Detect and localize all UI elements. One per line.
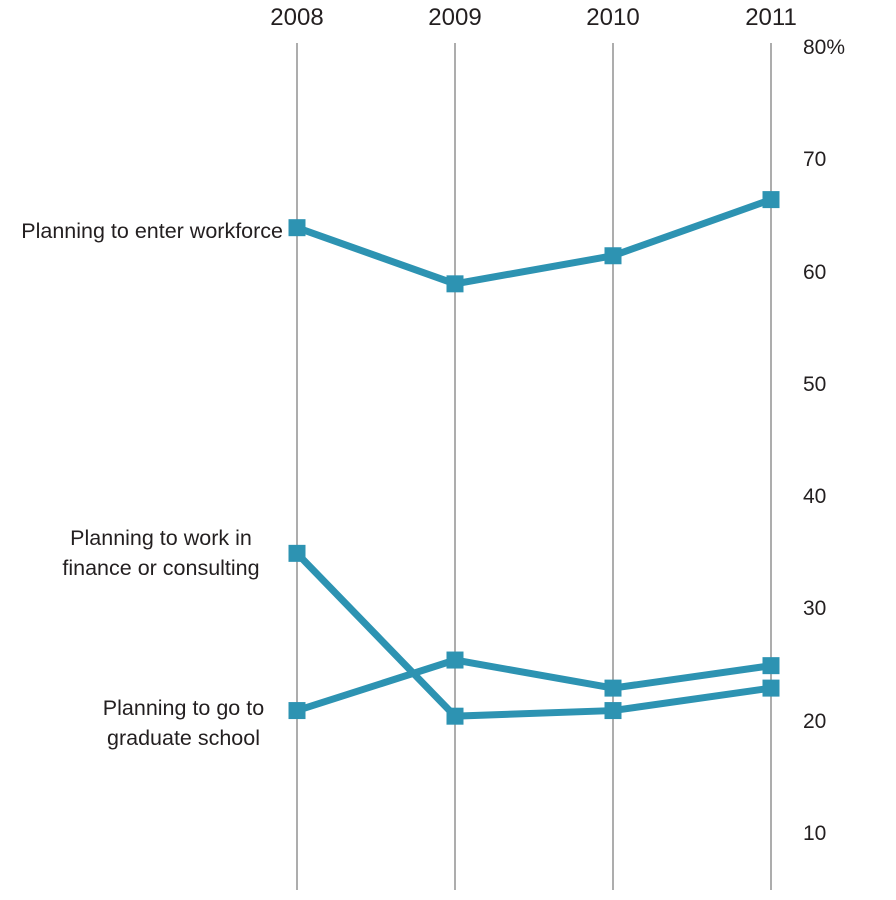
series-label-enter-workforce: Planning to enter workforce — [0, 216, 283, 246]
series-label-finance-consulting: Planning to work in finance or consultin… — [0, 523, 322, 583]
marker-series2-2008 — [288, 702, 306, 720]
series-line-2 — [295, 656, 772, 714]
series-line-1 — [294, 550, 772, 720]
marker-series1-2010 — [604, 702, 622, 720]
marker-series2-2009 — [446, 651, 464, 669]
marker-series0-2010 — [604, 247, 622, 265]
y-axis-tick-30: 30 — [803, 597, 827, 620]
x-axis-label-2011: 2011 — [745, 4, 797, 31]
series-label-graduate-school-line2: graduate school — [107, 726, 260, 750]
series-label-graduate-school: Planning to go to graduate school — [0, 693, 367, 753]
y-axis-tick-50: 50 — [803, 373, 827, 396]
y-axis-tick-80: 80% — [803, 36, 846, 59]
marker-series2-2010 — [604, 679, 622, 697]
y-axis-tick-40: 40 — [803, 485, 827, 508]
marker-series0-2008 — [288, 219, 306, 237]
y-axis-tick-60: 60 — [803, 261, 827, 284]
x-axis-label-2008: 2008 — [270, 4, 324, 31]
marker-series1-2011 — [762, 679, 780, 697]
y-axis-tick-70: 70 — [803, 148, 827, 171]
series-label-finance-consulting-line1: Planning to work in — [70, 526, 252, 550]
marker-series1-2008 — [288, 544, 306, 562]
series-label-graduate-school-line1: Planning to go to — [102, 696, 265, 720]
series-line-0 — [295, 196, 773, 288]
series-label-finance-consulting-line2: finance or consulting — [62, 556, 260, 580]
marker-series0-2009 — [446, 275, 464, 293]
x-axis-label-2010: 2010 — [586, 4, 640, 31]
series-label-enter-workforce-line1: Planning to enter workforce — [21, 219, 283, 243]
marker-series0-2011 — [762, 191, 780, 209]
x-axis-label-2009: 2009 — [428, 4, 482, 31]
marker-series1-2009 — [446, 707, 464, 725]
y-axis-tick-10: 10 — [803, 822, 827, 845]
y-axis-tick-20: 20 — [803, 710, 827, 733]
marker-series2-2011 — [762, 657, 780, 675]
